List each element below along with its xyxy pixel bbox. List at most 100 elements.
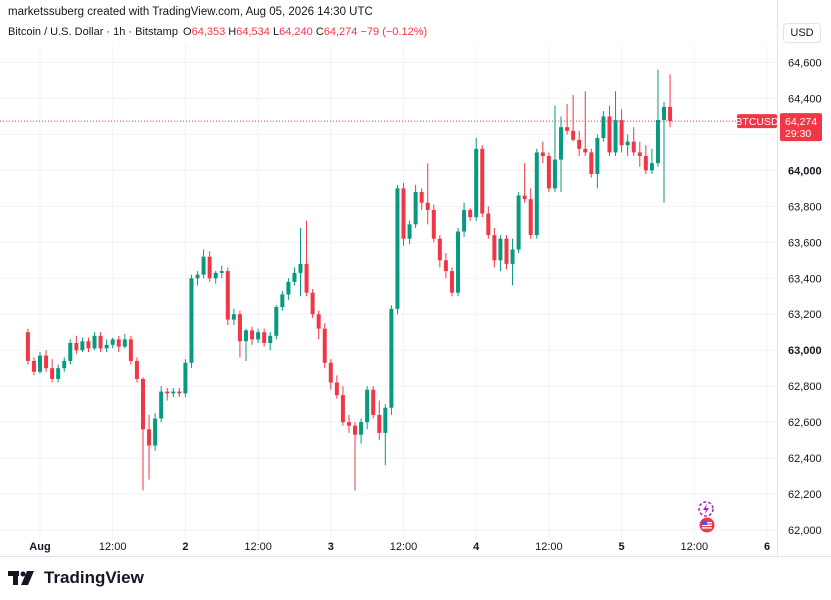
- symbol-label[interactable]: Bitcoin / U.S. Dollar · 1h · Bitstamp: [8, 26, 178, 38]
- candle[interactable]: [50, 359, 55, 383]
- candle[interactable]: [286, 278, 291, 300]
- candle[interactable]: [189, 274, 194, 369]
- candle[interactable]: [359, 418, 364, 444]
- candle[interactable]: [589, 148, 594, 178]
- candle[interactable]: [304, 220, 309, 297]
- candle[interactable]: [637, 141, 642, 167]
- candle[interactable]: [340, 386, 345, 426]
- candle[interactable]: [510, 238, 515, 286]
- candle[interactable]: [38, 351, 42, 374]
- candle[interactable]: [552, 105, 557, 192]
- candle[interactable]: [268, 332, 273, 351]
- candle[interactable]: [528, 188, 533, 239]
- candle[interactable]: [62, 357, 67, 372]
- candle[interactable]: [371, 386, 376, 419]
- candle[interactable]: [56, 364, 61, 383]
- candle[interactable]: [292, 267, 297, 286]
- candle[interactable]: [183, 359, 188, 397]
- candle[interactable]: [237, 310, 242, 358]
- candle[interactable]: [68, 339, 73, 365]
- us-flag-icon[interactable]: [699, 517, 715, 533]
- candle[interactable]: [231, 308, 236, 326]
- candle[interactable]: [201, 249, 206, 279]
- candle[interactable]: [280, 290, 285, 311]
- candle[interactable]: [159, 386, 164, 423]
- candle[interactable]: [474, 138, 479, 221]
- candle[interactable]: [171, 387, 176, 397]
- candle[interactable]: [128, 335, 133, 365]
- candle[interactable]: [86, 337, 91, 352]
- candle[interactable]: [631, 127, 636, 156]
- candle[interactable]: [643, 145, 648, 174]
- candle[interactable]: [595, 134, 600, 189]
- candle[interactable]: [480, 145, 485, 218]
- candle[interactable]: [31, 357, 36, 376]
- candle[interactable]: [219, 265, 224, 279]
- candle[interactable]: [134, 357, 139, 383]
- candle[interactable]: [662, 102, 667, 203]
- candle[interactable]: [140, 377, 145, 491]
- candle[interactable]: [195, 271, 200, 286]
- candle[interactable]: [116, 335, 121, 352]
- candle[interactable]: [177, 387, 182, 397]
- candle[interactable]: [243, 328, 248, 361]
- candle[interactable]: [522, 163, 527, 203]
- candle[interactable]: [122, 334, 127, 349]
- candle[interactable]: [92, 332, 97, 351]
- candle[interactable]: [316, 310, 321, 340]
- candle[interactable]: [353, 422, 358, 491]
- candle[interactable]: [601, 111, 606, 142]
- candle[interactable]: [546, 152, 551, 192]
- candle[interactable]: [462, 202, 467, 237]
- candle[interactable]: [401, 182, 406, 246]
- candle[interactable]: [365, 386, 370, 430]
- candle[interactable]: [328, 359, 333, 390]
- candle[interactable]: [492, 227, 497, 268]
- candle[interactable]: [274, 305, 279, 340]
- candle[interactable]: [443, 253, 448, 279]
- candle[interactable]: [44, 350, 49, 372]
- candle[interactable]: [383, 404, 388, 466]
- candle[interactable]: [98, 332, 103, 352]
- tradingview-brand[interactable]: TradingView: [8, 568, 144, 588]
- candle[interactable]: [504, 235, 509, 270]
- candle[interactable]: [80, 337, 85, 352]
- candle[interactable]: [256, 328, 261, 343]
- candle[interactable]: [619, 109, 624, 153]
- candle[interactable]: [165, 387, 170, 401]
- candle[interactable]: [377, 400, 382, 441]
- candle[interactable]: [425, 163, 430, 225]
- candle[interactable]: [559, 116, 564, 192]
- candle[interactable]: [565, 103, 570, 135]
- candle[interactable]: [407, 220, 412, 245]
- candle[interactable]: [419, 188, 424, 210]
- candle[interactable]: [649, 148, 654, 174]
- candle[interactable]: [225, 267, 230, 326]
- candle[interactable]: [250, 326, 255, 345]
- candle[interactable]: [456, 227, 461, 297]
- candle[interactable]: [468, 208, 473, 221]
- currency-button[interactable]: USD: [783, 23, 821, 43]
- candle[interactable]: [25, 328, 30, 365]
- candle[interactable]: [577, 130, 582, 156]
- candle[interactable]: [74, 335, 79, 354]
- candle[interactable]: [486, 206, 491, 239]
- candle[interactable]: [449, 267, 454, 297]
- candle[interactable]: [110, 337, 115, 349]
- candle[interactable]: [346, 414, 351, 433]
- candle[interactable]: [104, 339, 109, 352]
- candle[interactable]: [437, 235, 442, 268]
- candle[interactable]: [655, 69, 660, 167]
- candle[interactable]: [147, 414, 152, 480]
- candle[interactable]: [668, 74, 673, 128]
- candle[interactable]: [334, 375, 339, 399]
- candle[interactable]: [607, 105, 612, 156]
- candle[interactable]: [625, 134, 630, 156]
- candle[interactable]: [213, 271, 218, 284]
- candle[interactable]: [583, 91, 588, 156]
- candle[interactable]: [413, 184, 418, 228]
- candle[interactable]: [207, 251, 212, 282]
- candle[interactable]: [153, 413, 158, 451]
- candle[interactable]: [571, 94, 576, 142]
